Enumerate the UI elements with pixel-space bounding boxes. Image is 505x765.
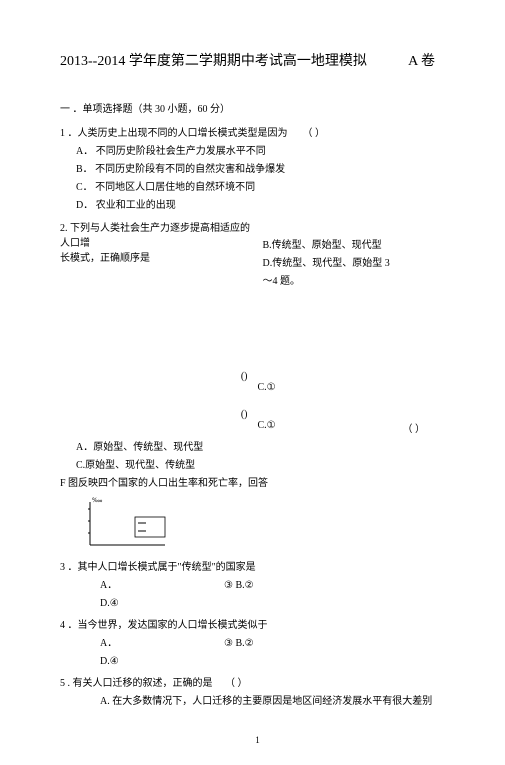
mid-c1: C.①: [258, 382, 456, 393]
q2-stem-1: 2. 下列与人类社会生产力逐步提高相适应的人口增: [60, 219, 253, 249]
page-number: 1: [60, 735, 455, 745]
q5-stem: 5 . 有关人口迁移的叙述，正确的是: [60, 678, 213, 689]
q1-paren: （ ）: [303, 128, 326, 139]
birth-death-chart: ‱: [80, 497, 170, 553]
q4-opt-b: ③ B.②: [164, 635, 324, 653]
q2-stem-2: 长模式，正确顺序是: [60, 249, 253, 264]
q3-opt-d: D.④: [60, 595, 455, 613]
q1-opt-a: A． 不同历史阶段社会生产力发展水平不同: [60, 143, 455, 161]
q2-opt-a: A．原始型、传统型、现代型: [60, 439, 455, 457]
q3-opt-a: A．: [60, 577, 164, 595]
q2-opt-c: C.原始型、现代型、传统型: [60, 457, 455, 475]
q1-opt-c: C． 不同地区人口居住地的自然环境不同: [60, 179, 455, 197]
q5-paren: （ ）: [225, 678, 248, 689]
section-heading: 一 ．单项选择题（共 30 小题，60 分）: [60, 100, 455, 115]
q1-opt-d: D． 农业和工业的出现: [60, 197, 455, 215]
q3-opt-b: ③ B.②: [164, 577, 324, 595]
paper-tag: A 卷: [408, 50, 435, 70]
q1-stem: 1 ．人类历史上出现不同的人口增长模式类型是因为: [60, 128, 288, 139]
q1-opt-b: B． 不同历史阶段有不同的自然灾害和战争爆发: [60, 161, 455, 179]
q3-stem: 3 ．其中人口增长模式属于"传统型"的国家是: [60, 559, 455, 577]
page-title: 2013--2014 学年度第二学期期中考试高一地理模拟: [60, 50, 367, 70]
mid-paren-2: (): [60, 409, 268, 420]
mid-c2: C.①: [258, 420, 276, 435]
q2-opt-b: B.传统型、原始型、现代型: [263, 237, 456, 255]
f-stem: F 图反映四个国家的人口出生率和死亡率，回答: [60, 475, 455, 493]
q2-tail: ～4 题。: [263, 273, 456, 291]
mid-empty-paren: （ ）: [403, 420, 456, 435]
q4-opt-d: D.④: [60, 653, 455, 671]
q5-opt-a: A. 在大多数情况下，人口迁移的主要原因是地区间经济发展水平有很大差别: [60, 693, 455, 711]
q2-opt-d: D.传统型、现代型、原始型 3: [263, 255, 456, 273]
chart-ylabel: ‱: [92, 497, 102, 504]
mid-paren-1: (): [60, 371, 268, 382]
q4-stem: 4 ．当今世界，发达国家的人口增长模式类似于: [60, 617, 455, 635]
q4-opt-a: A．: [60, 635, 164, 653]
